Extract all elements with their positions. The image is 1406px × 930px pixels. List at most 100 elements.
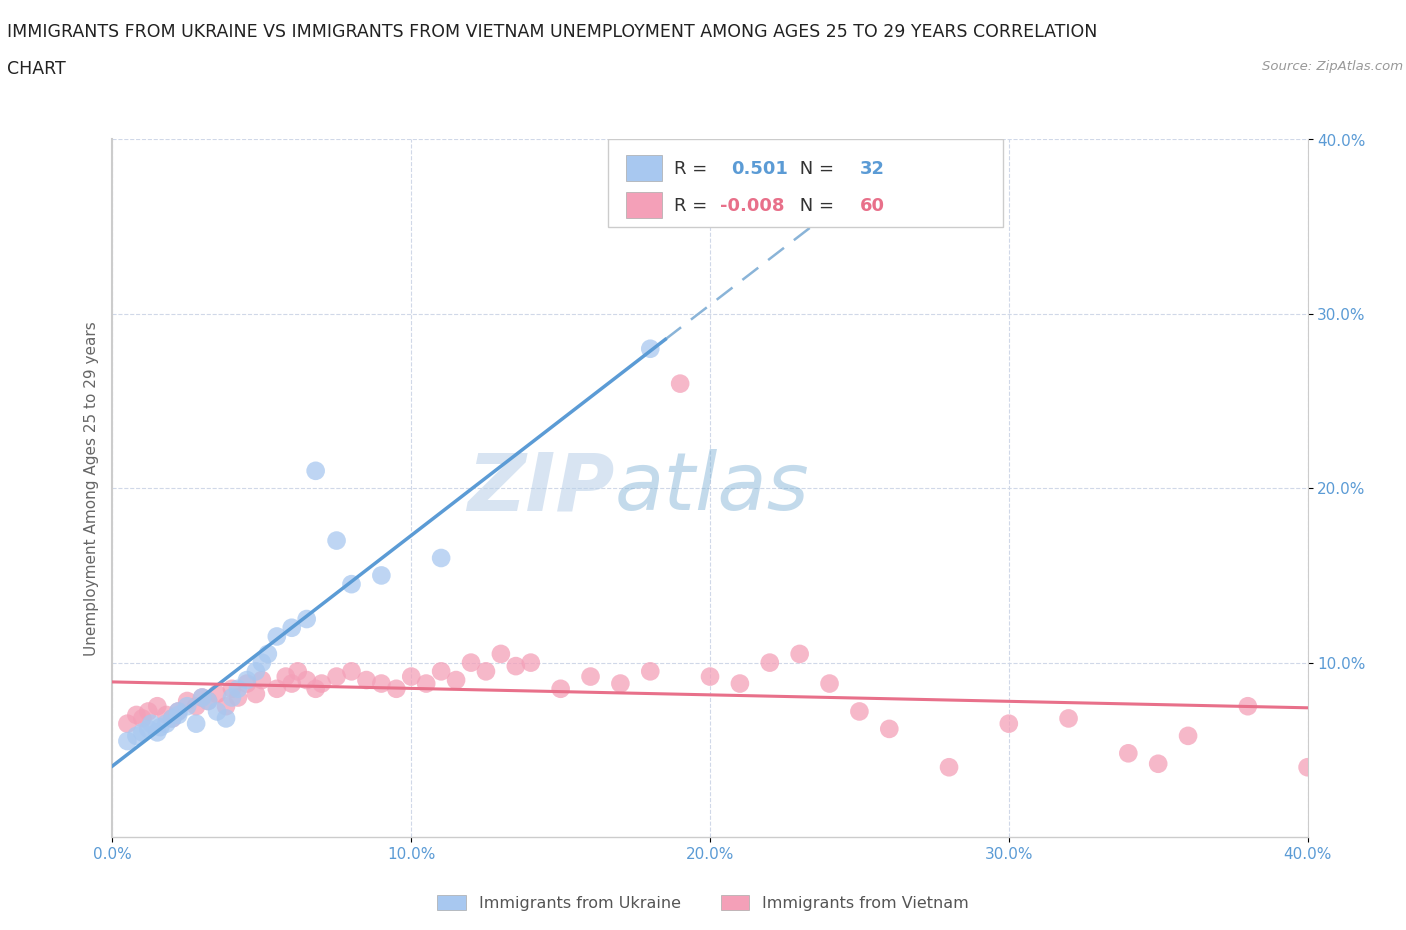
Point [266, 682, 288, 697]
Y-axis label: Unemployment Among Ages 25 to 29 years: Unemployment Among Ages 25 to 29 years [83, 321, 98, 656]
Point [1296, 760, 1319, 775]
Point [186, 698, 208, 713]
Point [162, 711, 183, 725]
Point [138, 704, 160, 719]
Point [281, 676, 304, 691]
Point [370, 676, 392, 691]
Point [250, 655, 273, 670]
Point [998, 716, 1021, 731]
Point [444, 672, 467, 687]
Point [848, 704, 870, 719]
Point [728, 676, 751, 691]
Point [146, 725, 169, 740]
Text: Source: ZipAtlas.com: Source: ZipAtlas.com [1263, 60, 1403, 73]
Point [460, 655, 482, 670]
Text: R =: R = [675, 197, 713, 215]
Point [167, 708, 190, 723]
Point [155, 716, 177, 731]
Point [245, 686, 267, 701]
Point [430, 664, 453, 679]
Legend: Immigrants from Ukraine, Immigrants from Vietnam: Immigrants from Ukraine, Immigrants from… [430, 889, 976, 917]
Point [385, 682, 408, 697]
Point [325, 670, 347, 684]
Point [304, 463, 326, 478]
Point [266, 629, 288, 644]
Text: R =: R = [675, 160, 713, 178]
Text: N =: N = [793, 197, 839, 215]
Point [550, 682, 572, 697]
Point [877, 722, 901, 737]
Point [176, 698, 198, 713]
Point [505, 658, 527, 673]
Point [938, 760, 960, 775]
Point [579, 670, 602, 684]
Point [215, 711, 238, 725]
Point [197, 694, 219, 709]
FancyBboxPatch shape [626, 155, 662, 181]
Text: 32: 32 [859, 160, 884, 178]
Point [287, 664, 309, 679]
Point [221, 690, 243, 705]
Point [131, 725, 153, 740]
Point [1147, 756, 1170, 771]
Text: atlas: atlas [614, 449, 810, 527]
Point [304, 682, 326, 697]
Point [236, 676, 259, 691]
Text: -0.008: -0.008 [720, 197, 785, 215]
Point [274, 670, 297, 684]
Point [250, 672, 273, 687]
Point [245, 664, 267, 679]
Point [1118, 746, 1140, 761]
Point [149, 720, 172, 735]
Point [370, 568, 392, 583]
Point [215, 698, 238, 713]
Point [176, 694, 198, 709]
Point [520, 655, 543, 670]
Text: ZIP: ZIP [467, 449, 614, 527]
Point [669, 376, 692, 391]
Point [401, 670, 423, 684]
Point [138, 722, 160, 737]
Point [356, 672, 378, 687]
Point [638, 341, 662, 356]
Point [205, 704, 228, 719]
Point [699, 670, 721, 684]
Point [141, 716, 163, 731]
Point [818, 676, 841, 691]
Point [205, 686, 228, 701]
Text: IMMIGRANTS FROM UKRAINE VS IMMIGRANTS FROM VIETNAM UNEMPLOYMENT AMONG AGES 25 TO: IMMIGRANTS FROM UKRAINE VS IMMIGRANTS FR… [7, 23, 1098, 41]
Point [257, 646, 280, 661]
Point [125, 708, 148, 723]
Point [197, 694, 219, 709]
Point [489, 646, 512, 661]
FancyBboxPatch shape [609, 140, 1002, 227]
Point [191, 690, 214, 705]
Point [186, 716, 208, 731]
Point [117, 716, 139, 731]
Point [117, 734, 139, 749]
Point [638, 664, 662, 679]
Point [125, 728, 148, 743]
Point [162, 711, 183, 725]
Point [759, 655, 782, 670]
Point [191, 690, 214, 705]
Point [146, 698, 169, 713]
Point [789, 646, 811, 661]
Point [609, 676, 631, 691]
Text: CHART: CHART [7, 60, 66, 78]
FancyBboxPatch shape [626, 192, 662, 219]
Text: 60: 60 [859, 197, 884, 215]
Point [1177, 728, 1199, 743]
Point [430, 551, 453, 565]
Point [295, 672, 318, 687]
Point [236, 672, 259, 687]
Point [340, 577, 363, 591]
Point [221, 682, 243, 697]
Text: 0.501: 0.501 [731, 160, 789, 178]
Point [281, 620, 304, 635]
Point [415, 676, 437, 691]
Point [131, 711, 153, 725]
Point [295, 612, 318, 627]
Point [475, 664, 498, 679]
Point [167, 704, 190, 719]
